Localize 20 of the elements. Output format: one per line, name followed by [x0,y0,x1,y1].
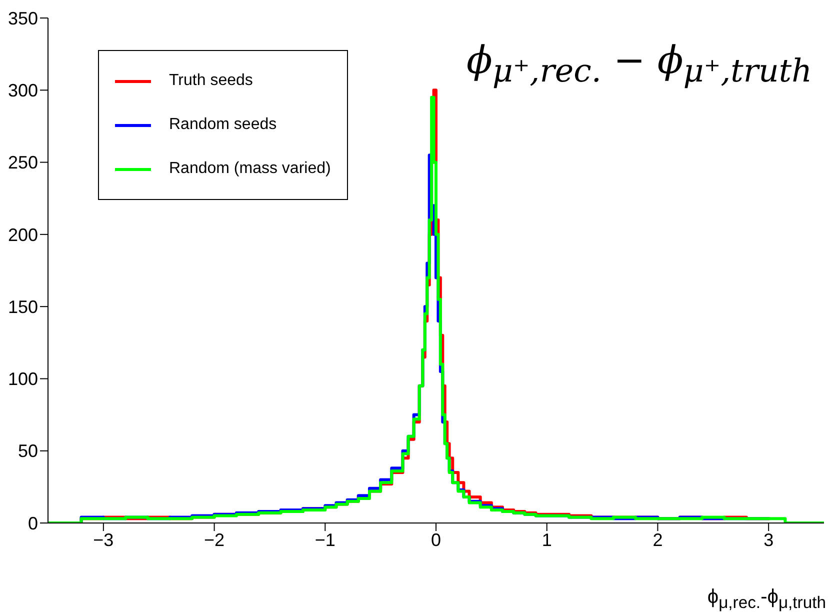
y-tick-label: 350 [8,8,38,28]
y-tick-label: 300 [8,80,38,101]
y-tick-label: 250 [8,152,38,173]
x-tick-label: −3 [93,530,114,550]
x-tick-label: 0 [430,530,442,550]
y-tick-label: 50 [18,441,38,462]
x-tick-label: 1 [542,530,552,550]
text: ϕ$_{μ⁺,rec.}$ − ϕ$_{μ⁺,truth}$ [466,38,812,90]
y-tick-label: 100 [8,369,38,390]
y-tick-label: 0 [28,513,38,534]
legend-label: Random seeds [169,116,277,134]
x-tick-label: 3 [764,530,774,550]
legend-label: Random (mass varied) [169,160,331,178]
x-axis-title: ϕ$_{μ,rec.}$-ϕ$_{μ,truth}$ [707,586,826,613]
x-tick-label: 2 [652,530,663,550]
y-tick-label: 150 [8,296,38,317]
y-tick-label: 200 [8,224,38,245]
legend-label: Truth seeds [169,72,253,90]
x-tick-label: −2 [204,530,225,550]
x-tick-label: −1 [314,530,336,550]
